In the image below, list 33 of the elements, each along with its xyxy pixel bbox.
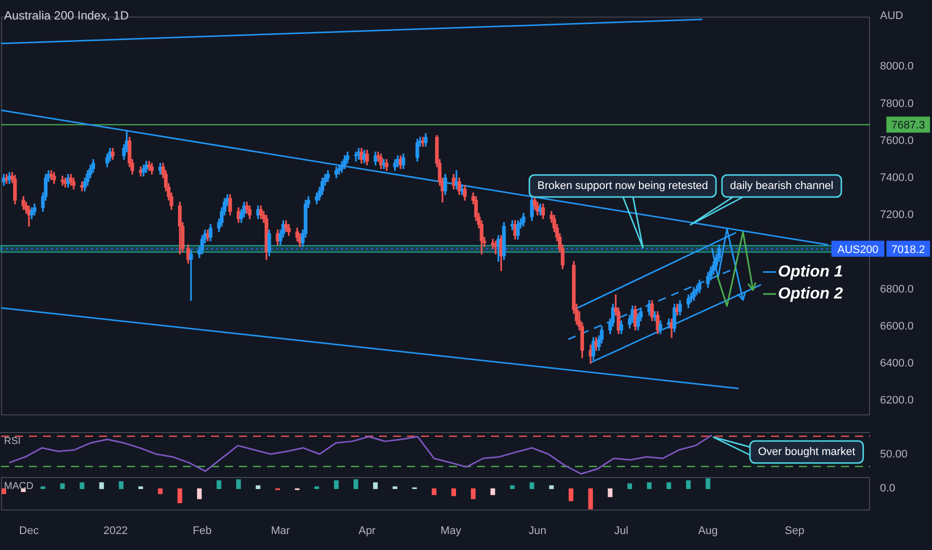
x-tick-label: Jul: [614, 525, 628, 538]
y-tick-label: 6600.0: [880, 320, 914, 332]
x-tick-label: 2022: [103, 525, 128, 538]
annotation: Broken support now being retested: [537, 180, 708, 192]
annotation: Option 2: [778, 285, 843, 302]
y-tick-label: 8000.0: [880, 60, 914, 73]
x-tick-label: Apr: [358, 525, 376, 538]
x-tick-label: Sep: [784, 525, 804, 538]
chart-title: Australia 200 Index, 1D: [4, 8, 130, 22]
ref-line-label: 7687.3: [891, 120, 926, 132]
y-tick-label: 7200.0: [880, 209, 914, 222]
annotation: AUS200: [837, 244, 878, 256]
y-tick-label: 6200.0: [880, 394, 914, 407]
x-tick-label: Dec: [19, 525, 40, 538]
x-tick-label: Mar: [270, 525, 290, 538]
y-tick-label: 6800.0: [880, 283, 914, 296]
x-tick-label: May: [440, 525, 462, 538]
annotation: Option 1: [778, 263, 843, 280]
x-tick-label: Aug: [698, 525, 718, 538]
x-tick-label: Jun: [528, 525, 546, 538]
annotation: daily bearish channel: [730, 180, 834, 192]
text: 0.0: [880, 482, 896, 495]
chart-title: RSI: [4, 436, 21, 447]
chart-title: MACD: [4, 480, 34, 492]
y-tick-label: 7600.0: [880, 134, 914, 147]
text: 50.00: [880, 448, 908, 461]
x-tick-label: Feb: [192, 525, 212, 538]
y-tick-label: 6400.0: [880, 357, 914, 370]
ref-line-label: 7018.2: [891, 244, 926, 256]
y-tick-label: 7400.0: [880, 172, 914, 184]
y-axis-title: AUD: [880, 10, 904, 22]
y-tick-label: 7800.0: [880, 98, 914, 110]
text: Over bought market: [758, 446, 856, 458]
